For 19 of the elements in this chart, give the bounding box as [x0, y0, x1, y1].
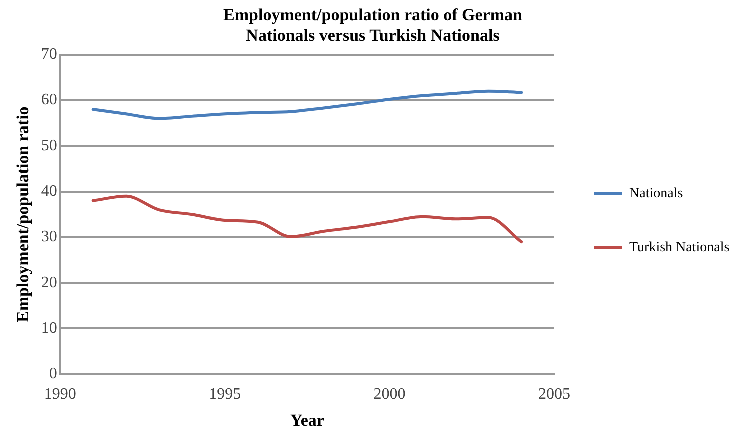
y-tick-label: 30	[41, 228, 58, 246]
line-series	[92, 90, 524, 120]
x-tick-label: 1990	[44, 386, 76, 404]
chart-title: Employment/population ratio of German Nationals versus Turkish Nationals	[224, 6, 524, 45]
y-tick-label: 70	[41, 46, 58, 64]
y-tick-label: 60	[41, 92, 58, 109]
y-axis-title: Employment/population ratio	[14, 106, 33, 323]
line-series	[92, 194, 524, 244]
legend-label: Nationals	[630, 186, 684, 202]
x-axis-title: Year	[290, 411, 325, 430]
y-tick-label: 50	[41, 137, 58, 154]
y-tick-label: 10	[41, 320, 58, 337]
x-tick-label: 2005	[538, 386, 570, 404]
y-tick-label: 0	[49, 366, 58, 383]
legend-label: Turkish Nationals	[630, 240, 730, 256]
y-tick-label: 40	[41, 182, 58, 200]
x-tick-label: 2000	[374, 386, 406, 404]
y-tick-label: 20	[41, 274, 58, 292]
x-tick-label: 1995	[209, 386, 242, 404]
